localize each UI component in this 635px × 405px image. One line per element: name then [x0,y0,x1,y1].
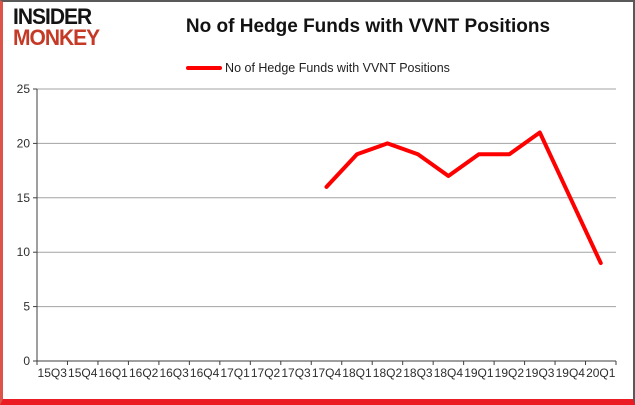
logo-line1: INSIDER [13,4,92,30]
svg-text:15: 15 [17,191,31,205]
svg-text:16Q1: 16Q1 [99,366,129,380]
svg-text:25: 25 [17,82,31,96]
svg-text:10: 10 [17,245,31,259]
svg-text:19Q2: 19Q2 [495,366,525,380]
svg-text:17Q4: 17Q4 [312,366,342,380]
insider-monkey-logo: INSIDER MONKEY [13,4,100,50]
svg-text:17Q3: 17Q3 [281,366,311,380]
legend-line-marker [186,66,223,70]
svg-text:17Q2: 17Q2 [251,366,281,380]
svg-text:16Q2: 16Q2 [129,366,159,380]
svg-text:20: 20 [17,136,31,150]
svg-text:15Q3: 15Q3 [38,366,68,380]
logo-line2: MONKEY [13,25,100,50]
svg-text:20Q1: 20Q1 [586,366,616,380]
svg-text:16Q4: 16Q4 [190,366,220,380]
svg-text:19Q3: 19Q3 [525,366,555,380]
legend: No of Hedge Funds with VVNT Positions [3,61,633,75]
svg-text:18Q3: 18Q3 [403,366,433,380]
svg-text:18Q1: 18Q1 [342,366,372,380]
svg-text:5: 5 [23,300,30,314]
svg-text:0: 0 [23,354,30,368]
svg-text:15Q4: 15Q4 [68,366,98,380]
svg-text:16Q3: 16Q3 [159,366,189,380]
svg-text:19Q1: 19Q1 [464,366,494,380]
legend-label: No of Hedge Funds with VVNT Positions [225,61,450,75]
chart-title: No of Hedge Funds with VVNT Positions [185,16,551,37]
svg-text:18Q4: 18Q4 [434,366,464,380]
svg-text:17Q1: 17Q1 [220,366,250,380]
svg-text:19Q4: 19Q4 [556,366,586,380]
svg-text:18Q2: 18Q2 [373,366,403,380]
